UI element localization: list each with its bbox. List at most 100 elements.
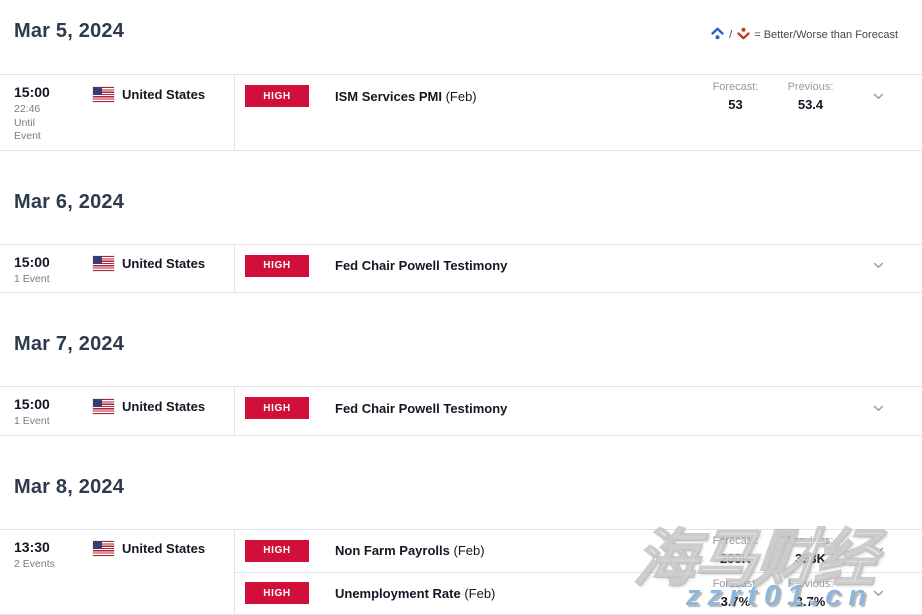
expand-chevron-icon[interactable] <box>848 590 908 597</box>
legend-text: = Better/Worse than Forecast <box>754 29 898 41</box>
previous-value: 53.4 <box>797 96 824 112</box>
event-count: 1 Event <box>14 415 93 429</box>
forecast-value: 3.7% <box>720 593 751 609</box>
event-block-mar8: 13:30 2 Events United States HIGH Non Fa… <box>0 528 922 615</box>
country-cell: United States <box>93 540 205 558</box>
expand-chevron-icon[interactable] <box>848 547 908 554</box>
forecast-label: Forecast: <box>712 80 759 93</box>
forecast-stat: Forecast: 3.7% <box>698 578 773 609</box>
event-stats: Forecast: 3.7% Previous: 3.7% <box>698 578 848 609</box>
importance-badge: HIGH <box>245 254 309 277</box>
event-block-left-mar5: 15:00 22:46 Until Event United States <box>0 75 235 150</box>
event-countdown: 22:46 Until Event <box>14 103 93 144</box>
event-title: Fed Chair Powell Testimony <box>335 401 507 416</box>
event-time: 13:30 <box>14 538 50 555</box>
country-cell: United States <box>93 255 205 273</box>
event-block-right-mar7: HIGH Fed Chair Powell Testimony <box>235 387 922 435</box>
event-row-powell-testimony[interactable]: HIGH Fed Chair Powell Testimony <box>235 245 922 287</box>
event-block-left-mar6: 15:00 1 Event United States <box>0 244 235 292</box>
importance-badge: HIGH <box>245 582 309 604</box>
forecast-label: Forecast: <box>712 577 759 590</box>
us-flag-icon <box>93 541 114 556</box>
event-block-mar7: 15:00 1 Event United States HIGH Fed Cha… <box>0 386 922 436</box>
event-title: Fed Chair Powell Testimony <box>335 258 507 273</box>
time-cell: 15:00 1 Event <box>14 254 93 287</box>
expand-chevron-icon[interactable] <box>848 405 908 412</box>
event-block-right-mar5: HIGH ISM Services PMI (Feb) Forecast: 53… <box>235 75 922 150</box>
event-name: Fed Chair Powell Testimony <box>335 258 508 273</box>
event-count-line: 1 Event <box>14 415 50 427</box>
country-name: United States <box>122 398 206 414</box>
previous-label: Previous: <box>787 80 834 93</box>
event-name: ISM Services PMI <box>335 88 442 104</box>
countdown-line: 22:46 <box>14 103 41 115</box>
us-flag-icon <box>93 86 114 102</box>
previous-value: 353K <box>794 551 827 566</box>
time-cell: 15:00 22:46 Until Event <box>14 84 93 144</box>
event-row-non-farm-payrolls[interactable]: HIGH Non Farm Payrolls (Feb) Forecast: 2… <box>235 530 922 572</box>
event-count-line: 1 Event <box>14 272 50 285</box>
event-stats: Forecast: 53 Previous: 53.4 <box>698 81 848 112</box>
event-period: (Feb) <box>445 88 477 104</box>
countdown-line: Event <box>14 130 41 142</box>
previous-stat: Previous: 353K <box>773 535 848 566</box>
event-block-right-mar8: HIGH Non Farm Payrolls (Feb) Forecast: 2… <box>235 530 922 614</box>
country-name: United States <box>122 541 206 556</box>
legend-separator: / <box>729 29 733 41</box>
event-time: 15:00 <box>14 84 50 100</box>
time-cell: 13:30 2 Events <box>14 539 93 608</box>
importance-badge: HIGH <box>245 539 309 562</box>
event-block-mar5: 15:00 22:46 Until Event United States HI… <box>0 74 922 151</box>
forecast-label: Forecast: <box>712 535 759 547</box>
forecast-value: 200K <box>719 551 752 566</box>
event-block-left-mar7: 15:00 1 Event United States <box>0 387 235 435</box>
arrow-down-worse-icon <box>736 26 751 44</box>
page-header: Mar 5, 2024 / = Better/Worse than Foreca… <box>0 0 922 44</box>
arrow-up-better-icon <box>710 26 725 44</box>
previous-label: Previous: <box>787 577 834 590</box>
event-stats: Forecast: 200K Previous: 353K <box>698 535 848 566</box>
event-count: 2 Events <box>14 558 93 572</box>
event-title: ISM Services PMI (Feb) <box>335 89 477 104</box>
forecast-stat: Forecast: 200K <box>698 535 773 566</box>
us-flag-icon <box>93 398 114 414</box>
previous-stat: Previous: 53.4 <box>773 81 848 112</box>
event-name: Non Farm Payrolls <box>335 543 450 558</box>
expand-chevron-icon[interactable] <box>848 262 908 269</box>
event-count-line: 2 Events <box>14 557 55 570</box>
day-heading-mar5: Mar 5, 2024 <box>14 20 125 42</box>
expand-chevron-icon[interactable] <box>848 93 908 100</box>
event-block-left-mar8: 13:30 2 Events United States <box>0 529 235 614</box>
event-name: Unemployment Rate <box>335 585 461 601</box>
day-heading-mar8: Mar 8, 2024 <box>14 475 125 498</box>
event-block-right-mar6: HIGH Fed Chair Powell Testimony <box>235 245 922 293</box>
importance-badge: HIGH <box>245 85 309 107</box>
event-time: 15:00 <box>14 396 50 412</box>
previous-value: 3.7% <box>795 593 826 609</box>
countdown-line: Until <box>14 116 36 129</box>
event-period: (Feb) <box>453 543 485 558</box>
country-cell: United States <box>93 85 205 103</box>
us-flag-icon <box>93 256 114 271</box>
event-count: 1 Event <box>14 273 93 287</box>
event-row-powell-testimony[interactable]: HIGH Fed Chair Powell Testimony <box>235 387 922 429</box>
event-title: Unemployment Rate (Feb) <box>335 586 495 601</box>
country-name: United States <box>122 86 206 102</box>
event-row-ism-services-pmi[interactable]: HIGH ISM Services PMI (Feb) Forecast: 53… <box>235 75 922 117</box>
previous-label: Previous: <box>787 535 834 547</box>
previous-stat: Previous: 3.7% <box>773 578 848 609</box>
country-name: United States <box>122 256 206 271</box>
event-title: Non Farm Payrolls (Feb) <box>335 543 485 558</box>
forecast-stat: Forecast: 53 <box>698 81 773 112</box>
event-name: Fed Chair Powell Testimony <box>335 400 508 416</box>
importance-badge: HIGH <box>245 397 309 419</box>
country-cell: United States <box>93 397 205 415</box>
event-time: 15:00 <box>14 253 50 270</box>
day-heading-mar6: Mar 6, 2024 <box>14 190 125 213</box>
event-row-unemployment-rate[interactable]: HIGH Unemployment Rate (Feb) Forecast: 3… <box>235 571 922 614</box>
event-block-mar6: 15:00 1 Event United States HIGH Fed Cha… <box>0 243 922 293</box>
time-cell: 15:00 1 Event <box>14 396 93 429</box>
forecast-legend: / = Better/Worse than Forecast <box>710 20 898 44</box>
day-heading-mar7: Mar 7, 2024 <box>14 333 125 355</box>
event-period: (Feb) <box>464 585 496 601</box>
